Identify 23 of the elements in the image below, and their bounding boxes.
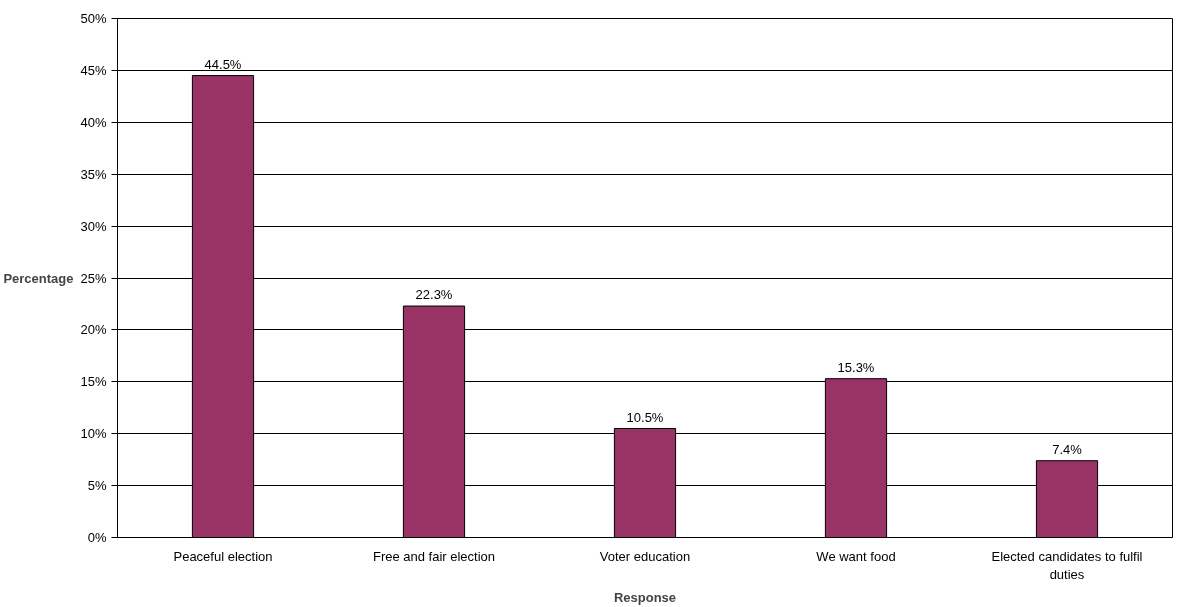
- x-tick-label: Voter education: [599, 548, 691, 564]
- y-tick-label: 10%: [80, 426, 107, 442]
- data-label: 22.3%: [415, 287, 453, 303]
- y-tick-label: 35%: [80, 166, 107, 182]
- y-tick-label: 20%: [80, 322, 107, 338]
- y-tick-label: 50%: [80, 11, 107, 26]
- data-label: 15.3%: [837, 359, 875, 375]
- x-tick-label: Elected candidates to fulfil duties: [991, 548, 1143, 582]
- y-tick-label: 25%: [80, 270, 107, 286]
- x-axis-title: Response: [613, 589, 677, 605]
- x-tick-label: Free and fair election: [372, 548, 496, 564]
- data-label: 10.5%: [626, 409, 664, 425]
- x-tick-label: Peaceful election: [173, 548, 273, 564]
- y-tick-label: 45%: [80, 62, 107, 78]
- y-tick-label: 0%: [87, 530, 107, 545]
- y-tick-label: 30%: [80, 218, 107, 234]
- data-label: 7.4%: [1052, 441, 1083, 457]
- y-tick-label: 15%: [80, 374, 107, 390]
- x-tick-label: We want food: [816, 548, 896, 564]
- y-tick-label: 5%: [87, 478, 107, 494]
- data-label: 44.5%: [204, 56, 242, 72]
- y-tick-label: 40%: [80, 114, 107, 130]
- y-axis-title: Percentage: [3, 270, 74, 286]
